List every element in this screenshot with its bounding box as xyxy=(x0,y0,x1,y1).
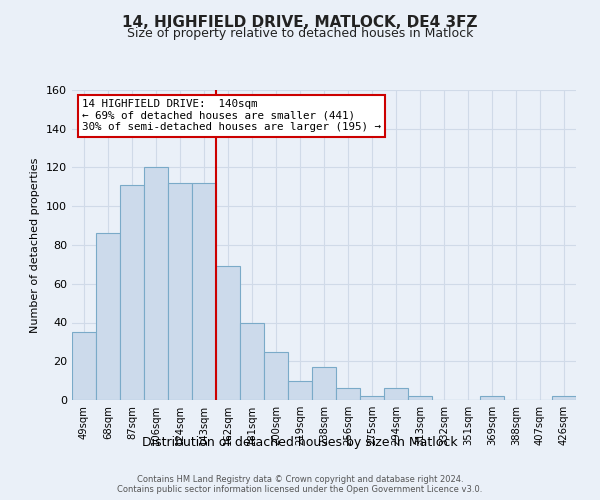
Bar xyxy=(552,396,576,400)
Bar xyxy=(240,322,264,400)
Bar xyxy=(120,185,144,400)
Bar xyxy=(288,380,312,400)
Bar xyxy=(336,388,360,400)
Bar xyxy=(72,332,96,400)
Bar xyxy=(408,396,432,400)
Bar xyxy=(216,266,240,400)
Text: 14 HIGHFIELD DRIVE:  140sqm
← 69% of detached houses are smaller (441)
30% of se: 14 HIGHFIELD DRIVE: 140sqm ← 69% of deta… xyxy=(82,100,381,132)
Bar xyxy=(144,168,168,400)
Bar xyxy=(360,396,384,400)
Bar xyxy=(480,396,504,400)
Bar xyxy=(96,234,120,400)
Bar xyxy=(192,183,216,400)
Text: Distribution of detached houses by size in Matlock: Distribution of detached houses by size … xyxy=(142,436,458,449)
Text: 14, HIGHFIELD DRIVE, MATLOCK, DE4 3FZ: 14, HIGHFIELD DRIVE, MATLOCK, DE4 3FZ xyxy=(122,15,478,30)
Bar xyxy=(168,183,192,400)
Text: Contains HM Land Registry data © Crown copyright and database right 2024.: Contains HM Land Registry data © Crown c… xyxy=(137,474,463,484)
Text: Size of property relative to detached houses in Matlock: Size of property relative to detached ho… xyxy=(127,28,473,40)
Bar xyxy=(312,367,336,400)
Text: Contains public sector information licensed under the Open Government Licence v3: Contains public sector information licen… xyxy=(118,486,482,494)
Bar xyxy=(264,352,288,400)
Bar xyxy=(384,388,408,400)
Y-axis label: Number of detached properties: Number of detached properties xyxy=(31,158,40,332)
